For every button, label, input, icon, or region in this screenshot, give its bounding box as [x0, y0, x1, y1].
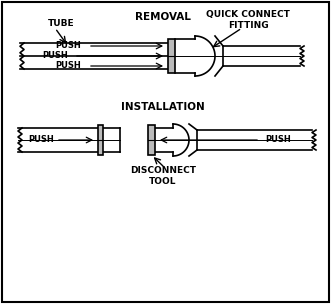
- Text: PUSH: PUSH: [55, 61, 81, 71]
- Bar: [168, 39, 175, 73]
- Bar: [98, 125, 103, 155]
- Text: DISCONNECT
TOOL: DISCONNECT TOOL: [130, 166, 196, 186]
- Text: PUSH: PUSH: [28, 136, 54, 144]
- Text: REMOVAL: REMOVAL: [135, 12, 191, 22]
- Bar: [148, 125, 155, 155]
- Text: PUSH: PUSH: [55, 42, 81, 50]
- Text: QUICK CONNECT
FITTING: QUICK CONNECT FITTING: [206, 10, 290, 30]
- Text: TUBE: TUBE: [48, 19, 74, 29]
- Text: PUSH: PUSH: [265, 136, 291, 144]
- Text: INSTALLATION: INSTALLATION: [121, 102, 205, 112]
- Text: PUSH: PUSH: [42, 51, 68, 60]
